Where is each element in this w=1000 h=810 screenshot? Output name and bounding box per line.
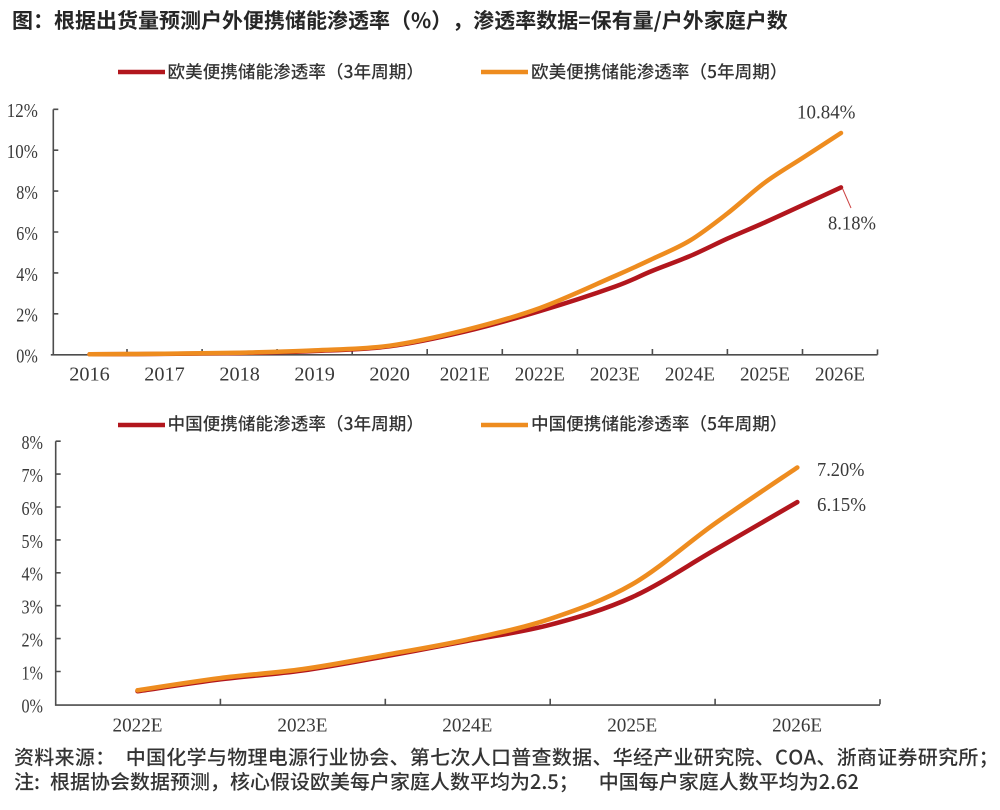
svg-text:2021E: 2021E: [440, 364, 490, 386]
svg-text:2018: 2018: [219, 364, 260, 386]
svg-text:2020: 2020: [369, 364, 410, 386]
svg-text:10%: 10%: [7, 141, 38, 163]
svg-text:6%: 6%: [16, 223, 38, 245]
svg-text:6.15%: 6.15%: [817, 494, 866, 516]
svg-text:3%: 3%: [22, 597, 44, 619]
svg-text:8.18%: 8.18%: [828, 213, 876, 235]
svg-text:2023E: 2023E: [590, 364, 640, 386]
svg-text:7.20%: 7.20%: [817, 459, 865, 481]
svg-text:6%: 6%: [22, 498, 44, 520]
svg-text:2024E: 2024E: [665, 364, 715, 386]
svg-text:2025E: 2025E: [607, 715, 657, 737]
svg-text:2024E: 2024E: [442, 715, 492, 737]
svg-text:2026E: 2026E: [815, 364, 865, 386]
svg-text:12%: 12%: [7, 100, 38, 122]
svg-text:2017: 2017: [144, 364, 185, 386]
svg-text:2019: 2019: [294, 364, 335, 386]
svg-text:2022E: 2022E: [113, 715, 163, 737]
svg-text:0%: 0%: [16, 346, 38, 368]
svg-text:8%: 8%: [16, 182, 38, 204]
svg-text:2022E: 2022E: [515, 364, 565, 386]
svg-text:0%: 0%: [22, 695, 44, 717]
svg-text:2023E: 2023E: [277, 715, 327, 737]
svg-text:2026E: 2026E: [772, 715, 822, 737]
svg-text:8%: 8%: [22, 432, 44, 454]
svg-text:2016: 2016: [69, 364, 110, 386]
svg-text:4%: 4%: [22, 564, 44, 586]
svg-text:4%: 4%: [16, 264, 38, 286]
svg-text:7%: 7%: [22, 465, 44, 487]
svg-text:2025E: 2025E: [740, 364, 790, 386]
svg-text:5%: 5%: [22, 531, 44, 553]
svg-text:2%: 2%: [22, 630, 44, 652]
svg-text:2%: 2%: [16, 305, 38, 327]
svg-text:1%: 1%: [22, 662, 44, 684]
svg-text:10.84%: 10.84%: [797, 101, 856, 123]
